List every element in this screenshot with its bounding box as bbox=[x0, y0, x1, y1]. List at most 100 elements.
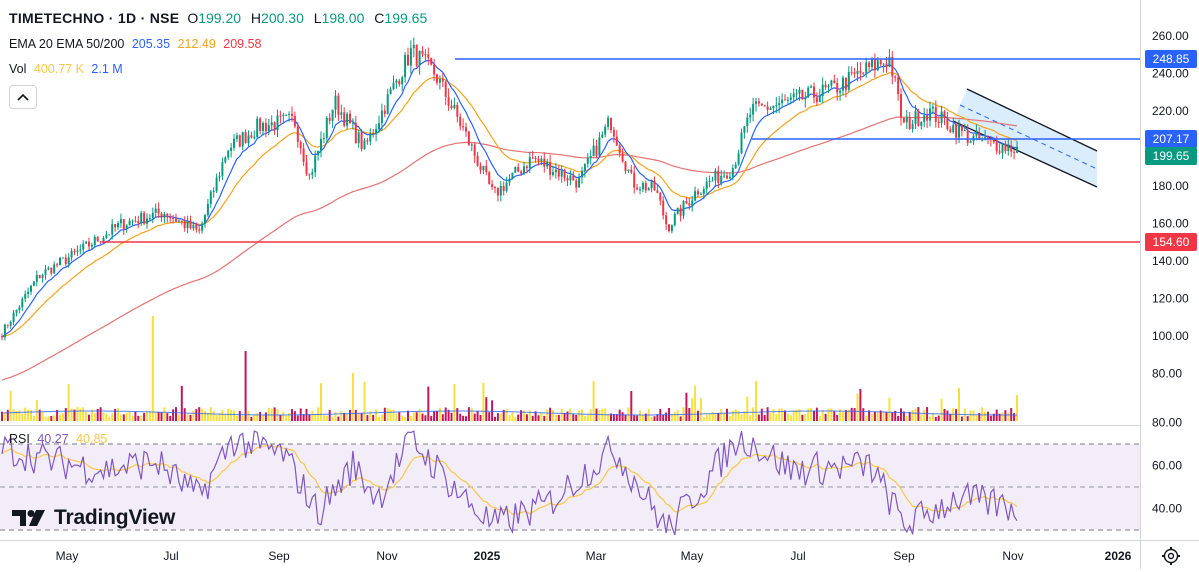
candle-body bbox=[299, 141, 302, 149]
volume-bar bbox=[9, 390, 12, 421]
candle-body bbox=[250, 135, 253, 138]
price-tick-label: 160.00 bbox=[1152, 217, 1189, 231]
candle-body bbox=[404, 54, 407, 78]
rsi-ma-line bbox=[1, 444, 1018, 516]
candle-body bbox=[911, 123, 914, 130]
volume-bar bbox=[177, 414, 180, 421]
candle-body bbox=[589, 155, 592, 158]
candle-body bbox=[453, 104, 456, 109]
candle-body bbox=[755, 101, 757, 104]
candle-body bbox=[865, 62, 868, 73]
candle-body bbox=[27, 291, 30, 295]
candle-body bbox=[873, 59, 876, 71]
candle-body bbox=[380, 110, 383, 124]
volume-bar bbox=[731, 410, 734, 421]
candle-body bbox=[682, 201, 685, 216]
last-price-tag: 199.65 bbox=[1145, 147, 1197, 165]
candle-body bbox=[656, 190, 659, 193]
candle-body bbox=[952, 124, 955, 133]
volume-bar bbox=[801, 414, 804, 421]
volume-bar bbox=[636, 415, 639, 421]
candle-body bbox=[665, 215, 668, 225]
volume-value: 400.77 K bbox=[33, 62, 84, 76]
candle-body bbox=[276, 115, 279, 131]
volume-bar bbox=[1, 411, 3, 421]
volume-bar bbox=[862, 408, 865, 421]
candle-body bbox=[641, 183, 644, 190]
rsi-axis[interactable]: 40.00 60.00 80.00 bbox=[1152, 416, 1182, 516]
volume-bar bbox=[441, 414, 444, 421]
ema-legend[interactable]: EMA 20 EMA 50/200 205.35 212.49 209.58 bbox=[9, 37, 266, 51]
price-axis[interactable]: 80.00100.00120.00140.00160.00180.00200.0… bbox=[1152, 29, 1189, 381]
settings-button[interactable] bbox=[1160, 545, 1182, 567]
candle-body bbox=[259, 118, 262, 131]
tradingview-logo[interactable]: TradingView bbox=[12, 506, 175, 530]
candle-body bbox=[21, 298, 24, 308]
candle-body bbox=[653, 181, 656, 191]
candle-body bbox=[189, 220, 192, 229]
candle-body bbox=[482, 165, 485, 171]
volume-bar bbox=[479, 414, 482, 421]
candle-body bbox=[221, 162, 224, 177]
candle-body bbox=[534, 157, 537, 159]
volume-legend[interactable]: Vol 400.77 K 2.1 M bbox=[9, 62, 127, 76]
volume-bar bbox=[552, 409, 554, 421]
candle-body bbox=[311, 172, 314, 175]
candle-body bbox=[934, 106, 937, 122]
volume-bar bbox=[467, 407, 470, 421]
volume-bar bbox=[804, 413, 807, 421]
volume-bar bbox=[981, 407, 984, 421]
candle-body bbox=[888, 56, 891, 67]
volume-bar bbox=[24, 407, 27, 421]
collapse-legend-button[interactable] bbox=[9, 85, 37, 109]
volume-bar bbox=[827, 408, 830, 421]
candle-body bbox=[76, 250, 79, 252]
channel-lower-line[interactable] bbox=[952, 120, 1098, 188]
volume-bar bbox=[122, 414, 125, 421]
candle-body bbox=[88, 241, 90, 247]
volume-bar bbox=[415, 412, 418, 421]
candle-body bbox=[386, 94, 389, 114]
candle-body bbox=[644, 183, 647, 191]
volume-bar bbox=[633, 415, 636, 421]
volume-bar bbox=[914, 408, 917, 421]
volume-bar bbox=[610, 413, 612, 421]
volume-bar bbox=[630, 391, 633, 421]
candle-body bbox=[969, 141, 972, 143]
candle-body bbox=[813, 86, 815, 98]
volume-bar bbox=[59, 414, 61, 421]
volume-legend-label: Vol bbox=[9, 62, 27, 76]
descending-channel[interactable] bbox=[952, 88, 1098, 188]
candle-body bbox=[494, 186, 496, 188]
candle-body bbox=[885, 63, 888, 67]
channel-upper-line[interactable] bbox=[966, 88, 1098, 152]
candle-body bbox=[847, 71, 850, 90]
volume-bar bbox=[154, 412, 157, 421]
candle-body bbox=[3, 324, 6, 338]
candle-body bbox=[177, 220, 180, 222]
price-tick-label: 260.00 bbox=[1152, 29, 1189, 43]
volume-bar bbox=[340, 411, 343, 421]
volume-bar bbox=[456, 408, 459, 421]
rsi-legend[interactable]: RSI 40.27 40.85 bbox=[9, 432, 111, 446]
rsi-line bbox=[1, 430, 1018, 536]
candle-body bbox=[322, 137, 325, 139]
candle-body bbox=[978, 132, 981, 140]
time-axis[interactable]: May Jul Sep Nov 2025 Mar May Jul Sep Nov 2026 bbox=[56, 549, 1132, 563]
close-label: C bbox=[374, 10, 385, 26]
volume-bar bbox=[627, 407, 630, 421]
volume-bar bbox=[76, 407, 79, 421]
candle-body bbox=[317, 150, 320, 156]
volume-bar bbox=[508, 415, 511, 421]
candle-body bbox=[923, 115, 926, 122]
symbol-title[interactable]: TIMETECHNO · 1D · NSE bbox=[9, 10, 180, 26]
candle-body bbox=[752, 103, 755, 115]
candle-body bbox=[175, 218, 177, 222]
candle-body bbox=[769, 108, 772, 110]
volume-bar bbox=[30, 409, 32, 421]
candle-body bbox=[192, 224, 195, 229]
volume-bar bbox=[360, 413, 363, 421]
candle-body bbox=[871, 59, 873, 67]
candle-body bbox=[131, 220, 134, 222]
